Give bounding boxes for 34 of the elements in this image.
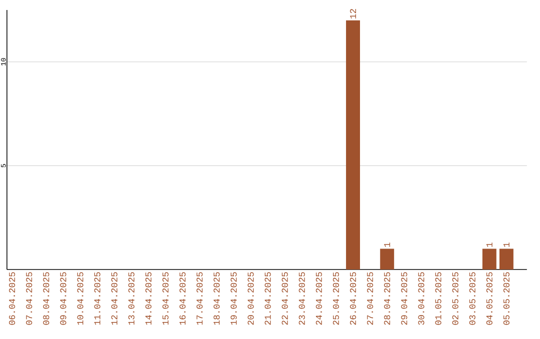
x-tick-label: 13.04.2025: [128, 272, 134, 325]
x-tick-label: 12.04.2025: [111, 272, 118, 325]
x-tick-label: 22.04.2025: [282, 272, 288, 325]
x-tick-label: 29.04.2025: [401, 272, 408, 325]
x-tick-label: 25.04.2025: [332, 272, 340, 325]
x-tick-label: 19.04.2025: [230, 272, 237, 325]
x-tick-label: 17.04.2025: [196, 272, 203, 325]
x-tick-label: 03.05.2025: [469, 272, 476, 325]
x-tick-label: 08.04.2025: [43, 272, 50, 325]
data-label: 12: [350, 8, 356, 18]
x-tick-label: 01.05.2025: [435, 272, 442, 325]
data-label: 1: [486, 242, 492, 247]
x-tick-label: 16.04.2025: [179, 272, 186, 325]
x-tick-label: 18.04.2025: [214, 272, 220, 325]
x-tick-label: 09.04.2025: [60, 272, 66, 325]
x-tick-label: 07.04.2025: [26, 272, 32, 325]
x-tick-label: 11.04.2025: [94, 272, 100, 325]
x-tick-label: 10.04.2025: [77, 272, 84, 325]
x-tick-label: 26.04.2025: [350, 272, 356, 325]
data-label: 1: [504, 242, 510, 247]
x-tick-label: 23.04.2025: [298, 272, 305, 325]
x-tick-label: 28.04.2025: [384, 272, 390, 325]
x-tick-label: 24.04.2025: [316, 272, 322, 325]
x-tick-label: 14.04.2025: [145, 272, 152, 325]
x-tick-label: 05.05.2025: [503, 272, 510, 325]
x-tick-label: 02.05.2025: [452, 272, 458, 325]
x-tick-label: 04.05.2025: [486, 272, 492, 325]
data-label: 1: [384, 242, 390, 247]
x-tick-label: 20.04.2025: [248, 272, 254, 325]
x-tick-label: 30.04.2025: [418, 272, 424, 325]
x-tick-label: 06.04.2025: [9, 272, 16, 325]
x-tick-label: 21.04.2025: [264, 272, 271, 325]
x-tick-label: 15.04.2025: [162, 272, 169, 325]
x-tick-label: 27.04.2025: [367, 272, 374, 325]
